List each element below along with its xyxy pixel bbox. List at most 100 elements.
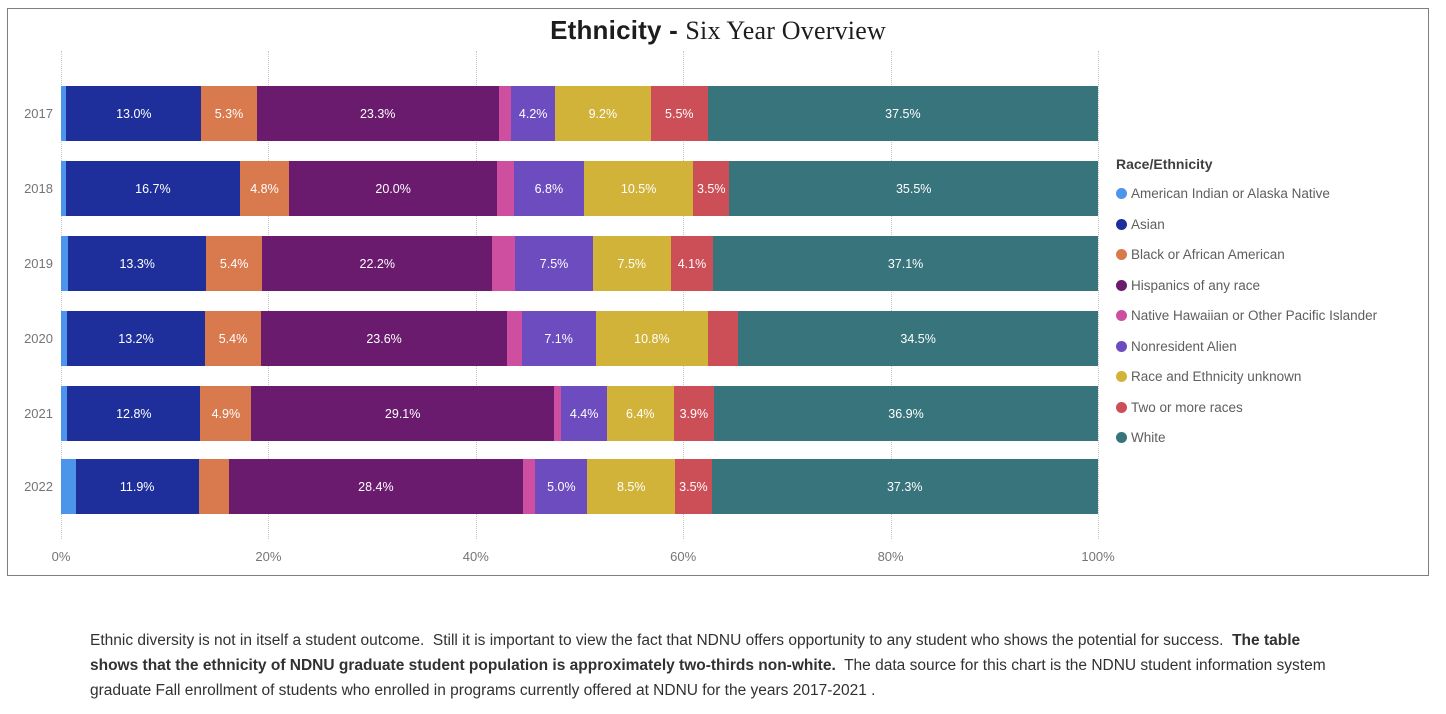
bar-segment[interactable] (498, 86, 512, 141)
bar-segment[interactable]: 5.3% (201, 86, 257, 141)
bar-segment[interactable]: 13.3% (68, 236, 207, 291)
bar-segment[interactable]: 7.5% (592, 236, 671, 291)
bar-segment[interactable]: 4.2% (511, 86, 555, 141)
bar-segment[interactable]: 7.1% (521, 311, 596, 366)
bar-segment[interactable] (507, 311, 522, 366)
legend-item[interactable]: American Indian or Alaska Native (1116, 183, 1426, 204)
bar-segment[interactable]: 3.5% (675, 459, 712, 514)
x-axis-tick: 20% (255, 549, 282, 564)
caption-bold: The table shows that the ethnicity of ND… (90, 632, 1305, 674)
bar-rows: 2017 13.0% 5.3% 23.3% 4.2% 9.2% 5.5% 37.5% 2018 1… (24, 51, 1098, 539)
legend-label: Race and Ethnicity unknown (1131, 369, 1302, 384)
legend-label: Native Hawaiian or Other Pacific Islande… (1131, 308, 1378, 323)
bar-segment-label: 4.8% (250, 181, 279, 196)
legend-item[interactable]: Hispanics of any race (1116, 275, 1426, 296)
y-axis-label: 2020 (24, 331, 53, 346)
bar-segment-label: 35.5% (895, 181, 932, 196)
legend-item[interactable]: Race and Ethnicity unknown (1116, 366, 1426, 387)
bar-segment-label: 28.4% (358, 479, 394, 494)
bar-segment-label: 11.9% (119, 479, 155, 494)
bar-segment[interactable] (553, 386, 562, 441)
bar-segment-label: 6.8% (534, 181, 564, 196)
bar-segment[interactable]: 13.0% (66, 86, 202, 141)
bar-segment[interactable] (61, 236, 69, 291)
bar-segment[interactable] (708, 311, 739, 366)
bar-row-2018: 2018 16.7% 4.8% 20.0% 6.8% 10.5% 3.5% 35.5% (24, 161, 1098, 216)
y-axis-label: 2022 (24, 479, 53, 494)
legend-dot-icon (1116, 279, 1127, 291)
bar-segment[interactable]: 35.5% (729, 161, 1098, 216)
legend-label: White (1131, 430, 1166, 445)
bar-segment[interactable]: 28.4% (228, 459, 523, 514)
bar-row-2019: 2019 13.3% 5.4% 22.2% 7.5% 7.5% 4.1% 37.1% (24, 236, 1098, 291)
gridline (1098, 51, 1099, 539)
bar-row-2017: 2017 13.0% 5.3% 23.3% 4.2% 9.2% 5.5% 37.5% (24, 86, 1098, 141)
bar-segment-label: 7.5% (617, 256, 647, 271)
bar-segment[interactable]: 29.1% (251, 386, 554, 441)
legend-item[interactable]: Two or more races (1116, 397, 1426, 418)
bar-segment[interactable]: 23.6% (261, 311, 508, 366)
bar-segment[interactable]: 3.9% (673, 386, 715, 441)
bar-segment[interactable]: 11.9% (75, 459, 199, 514)
legend-item[interactable]: White (1116, 427, 1426, 448)
legend-label: Hispanics of any race (1131, 277, 1261, 293)
bar-segment[interactable]: 6.4% (607, 386, 674, 441)
bar-segment[interactable] (61, 311, 68, 366)
bar-segment[interactable]: 7.5% (515, 236, 593, 291)
y-axis-label: 2021 (24, 406, 53, 421)
bar-segment[interactable]: 23.3% (256, 86, 499, 141)
bar-segment[interactable]: 5.4% (206, 236, 263, 291)
legend-item[interactable]: Nonresident Alien (1116, 336, 1426, 357)
legend-dot-icon (1116, 371, 1127, 382)
legend-item[interactable]: Asian (1116, 214, 1426, 235)
bar-segment[interactable]: 12.8% (67, 386, 201, 441)
bar-segment-label: 34.5% (900, 331, 936, 346)
bar-segment[interactable]: 10.8% (595, 311, 709, 366)
legend-item[interactable]: Native Hawaiian or Other Pacific Islande… (1116, 305, 1426, 326)
bar-segment[interactable]: 4.8% (239, 161, 290, 216)
bar-segment[interactable]: 34.5% (738, 311, 1098, 366)
bar-segment[interactable]: 5.4% (204, 311, 262, 366)
legend-label: American Indian or Alaska Native (1131, 186, 1330, 201)
bar-segment[interactable]: 22.2% (262, 236, 493, 291)
bar-segment-label: 12.8% (116, 406, 152, 421)
bar-segment[interactable]: 13.2% (67, 311, 205, 366)
bar-segment[interactable]: 8.5% (587, 459, 676, 514)
bar-segment-label: 8.5% (616, 479, 646, 494)
bar-segment[interactable]: 5.0% (535, 459, 588, 514)
plot-area: 2017 13.0% 5.3% 23.3% 4.2% 9.2% 5.5% 37.5% 2018 1… (24, 51, 1115, 571)
bar-segment[interactable]: 5.5% (650, 86, 708, 141)
bar-segment-label: 37.1% (887, 256, 924, 271)
legend-title: Race/Ethnicity (1116, 156, 1213, 172)
bar-segment[interactable]: 36.9% (714, 386, 1098, 441)
x-axis-tick: 40% (462, 549, 489, 564)
gridline (890, 51, 892, 539)
bar-segment-label: 37.3% (886, 479, 923, 494)
bar-segment[interactable]: 4.1% (670, 236, 714, 291)
bar-segment[interactable] (492, 236, 516, 291)
bar-segment[interactable] (61, 459, 76, 514)
bar-segment[interactable]: 20.0% (289, 161, 497, 216)
legend-item[interactable]: Black or African American (1116, 244, 1426, 265)
bar-segment[interactable] (61, 386, 68, 441)
bar-segment[interactable]: 3.5% (693, 161, 730, 216)
bar-segment[interactable] (61, 161, 67, 216)
bar-segment[interactable]: 37.3% (711, 459, 1098, 514)
bar-segment[interactable]: 4.4% (561, 386, 607, 441)
bar-segment[interactable]: 4.9% (200, 386, 252, 441)
bar-segment[interactable] (523, 459, 536, 514)
bar-segment[interactable]: 37.5% (707, 86, 1098, 141)
bar-segment[interactable] (496, 161, 514, 216)
bar-segment[interactable]: 10.5% (584, 161, 694, 216)
bar-segment[interactable] (198, 459, 229, 514)
bar-segment[interactable]: 9.2% (555, 86, 651, 141)
bar-segment[interactable] (61, 86, 67, 141)
chart-title-part2: Six Year Overview (685, 16, 886, 45)
bar-row-2020: 2020 13.2% 5.4% 23.6% 7.1% 10.8% 34.5% (24, 311, 1098, 366)
bar-segment[interactable]: 6.8% (513, 161, 585, 216)
bar-segment[interactable]: 16.7% (66, 161, 240, 216)
bar-segment[interactable]: 37.1% (713, 236, 1098, 291)
legend-dot-icon (1116, 218, 1127, 230)
bar-segment-label: 16.7% (135, 181, 171, 196)
x-axis-tick: 60% (670, 549, 697, 564)
